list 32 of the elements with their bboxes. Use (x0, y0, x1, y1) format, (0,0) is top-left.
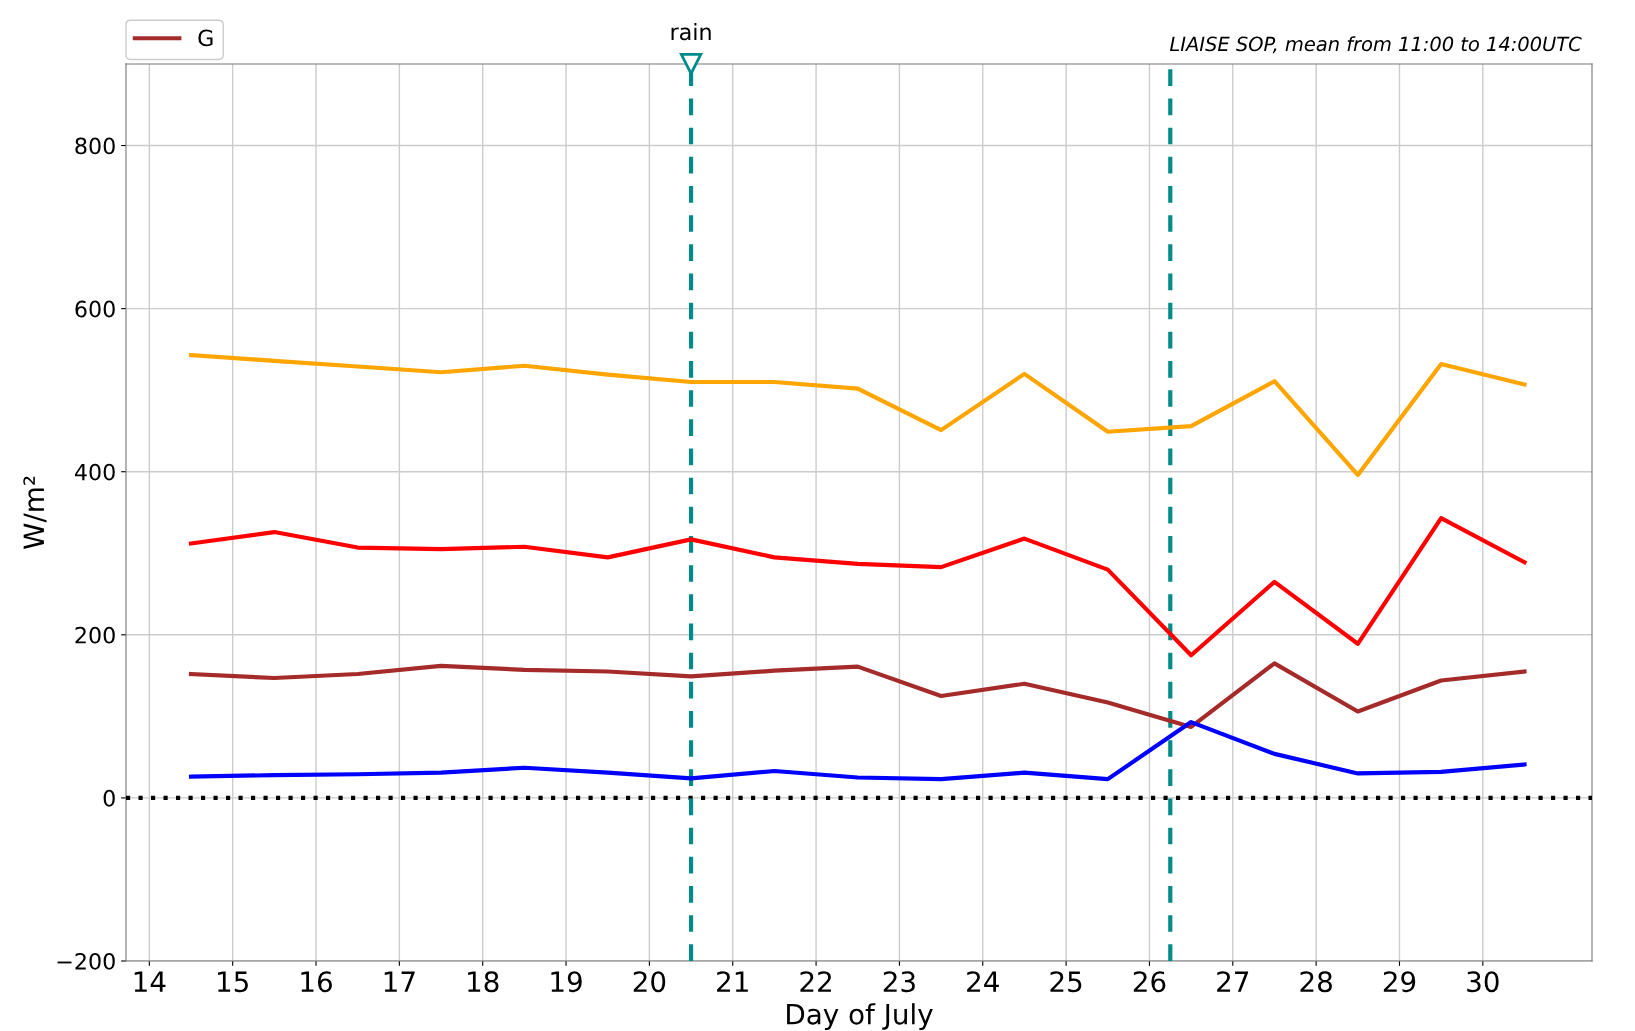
legend-label: G (198, 29, 213, 47)
x-tick-label: 22 (800, 971, 831, 992)
line-series (188, 516, 1527, 658)
line-series (188, 719, 1527, 782)
x-tick-label: 16 (301, 971, 332, 993)
annotation: rain (671, 23, 711, 41)
x-tick-label: 28 (1300, 971, 1332, 993)
x-tick-label: 18 (468, 971, 499, 993)
x-tick-label: 27 (1217, 971, 1249, 992)
y-tick-label: −200 (57, 952, 115, 970)
y-tick-label: 800 (75, 137, 115, 155)
y-tick-label: 400 (74, 463, 115, 481)
x-tick-label: 26 (1133, 971, 1166, 993)
y-axis-title: W/m² (23, 476, 47, 550)
x-tick-label: 30 (1467, 971, 1499, 993)
x-tick-label: 17 (384, 971, 415, 992)
line-series (188, 353, 1527, 478)
x-axis-title: Day of July (787, 1003, 933, 1031)
text: LIAISE SOP, mean from 11:00 to 14:00UTC (1169, 36, 1582, 54)
x-tick-label: 19 (551, 971, 582, 993)
x-tick-label: 29 (1383, 971, 1416, 993)
line-series (188, 661, 1527, 730)
x-tick-label: 23 (883, 971, 915, 993)
x-tick-label: 15 (218, 971, 248, 993)
y-tick-label: 0 (103, 789, 115, 807)
x-tick-label: 14 (134, 971, 166, 992)
y-tick-label: 600 (75, 300, 115, 318)
x-tick-label: 24 (967, 971, 999, 992)
y-tick-label: 200 (75, 626, 115, 644)
x-tick-label: 25 (1050, 971, 1082, 993)
x-tick-label: 21 (717, 971, 748, 992)
x-tick-label: 20 (633, 971, 666, 993)
